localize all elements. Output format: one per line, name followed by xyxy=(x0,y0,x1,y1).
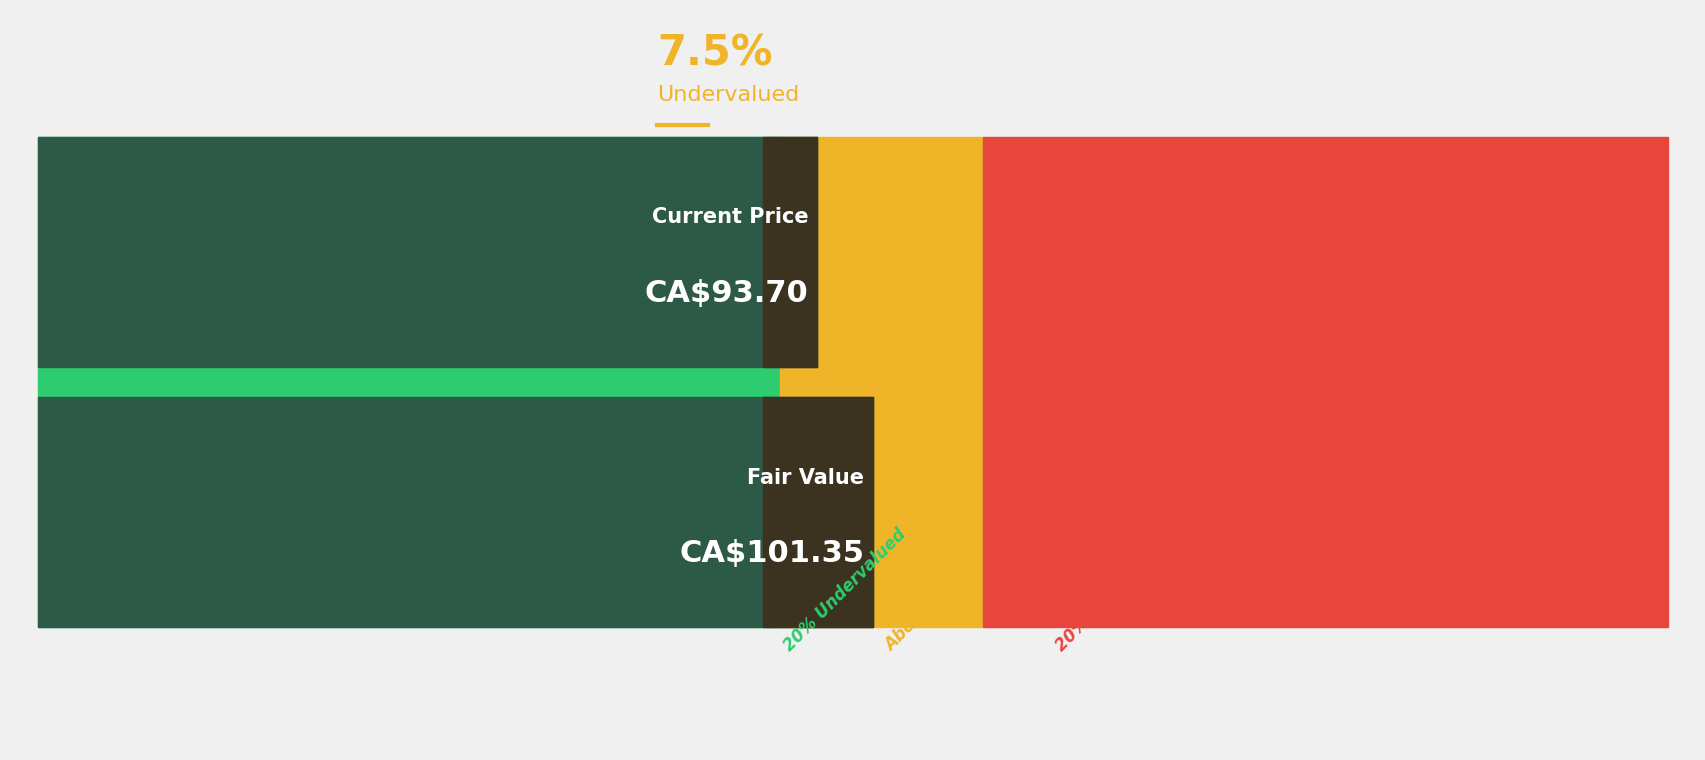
Text: Current Price: Current Price xyxy=(651,207,808,227)
Bar xyxy=(762,397,871,627)
Text: CA$93.70: CA$93.70 xyxy=(644,279,808,308)
Text: 20% Overvalued: 20% Overvalued xyxy=(1052,534,1173,655)
Text: Undervalued: Undervalued xyxy=(656,85,798,105)
Bar xyxy=(38,137,817,367)
Text: About Right: About Right xyxy=(881,563,974,655)
Bar xyxy=(38,397,871,627)
Text: 20% Undervalued: 20% Undervalued xyxy=(779,525,909,655)
Bar xyxy=(762,137,817,367)
Bar xyxy=(779,137,982,627)
Text: 7.5%: 7.5% xyxy=(656,32,772,74)
Bar xyxy=(982,137,1667,627)
Bar xyxy=(38,137,779,627)
Text: CA$101.35: CA$101.35 xyxy=(679,539,863,568)
Text: Fair Value: Fair Value xyxy=(747,467,863,488)
